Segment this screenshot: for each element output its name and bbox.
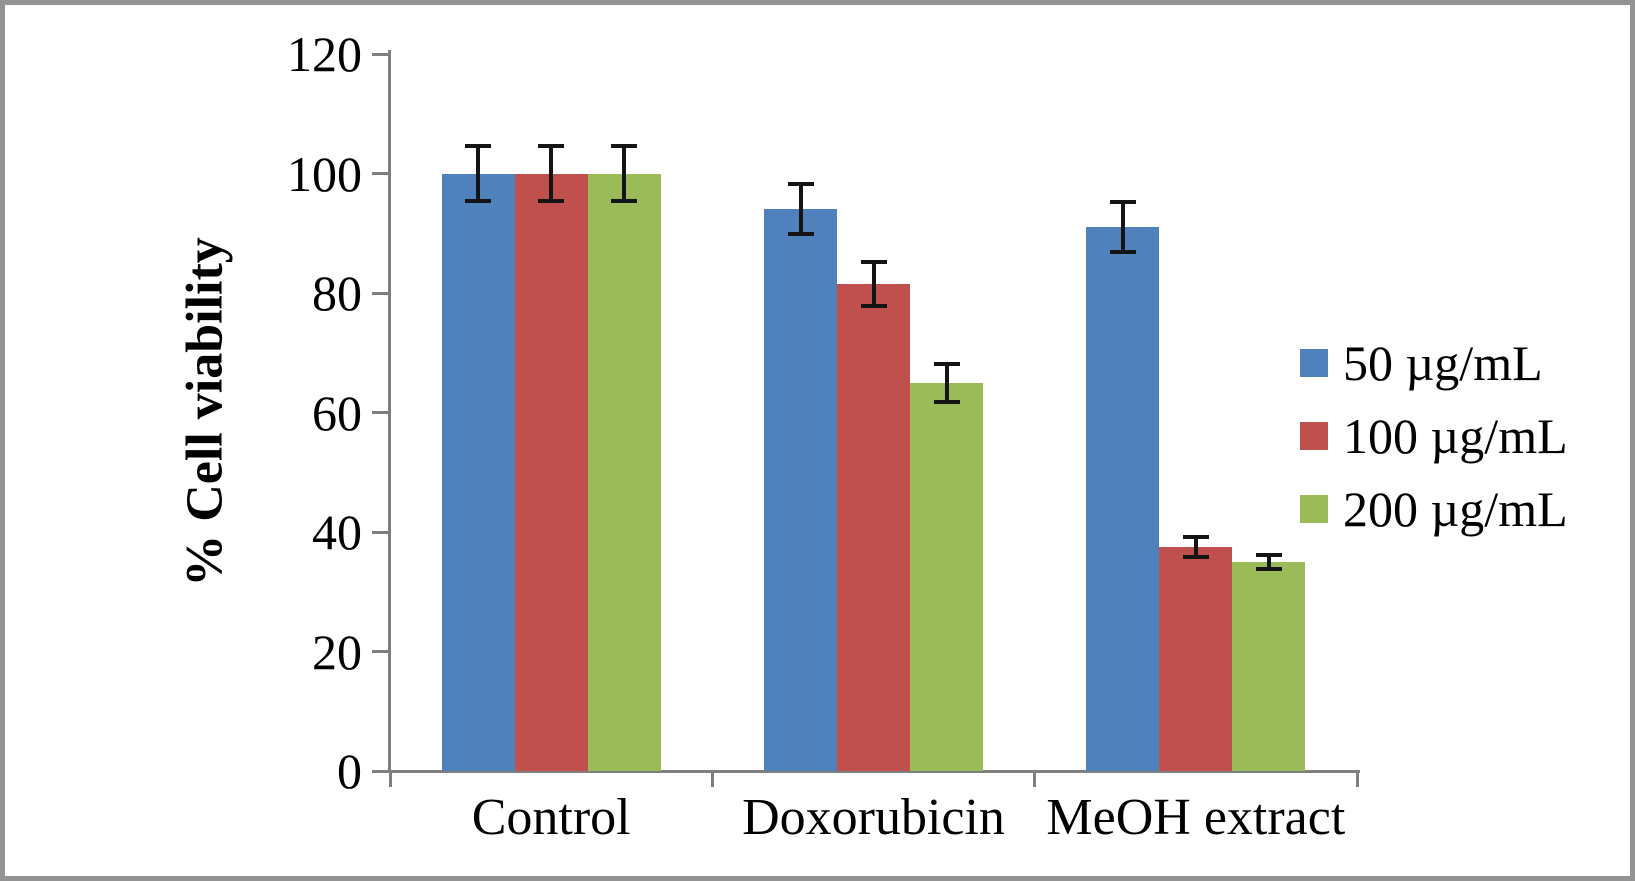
y-tick-label: 60 (312, 384, 362, 441)
y-tick-mark (372, 650, 389, 653)
y-tick-label: 40 (312, 504, 362, 560)
y-axis-line (388, 50, 391, 772)
bar (764, 209, 837, 771)
error-bar-cap-bottom (538, 199, 565, 204)
legend-label: 100 µg/mL (1343, 408, 1568, 464)
y-tick-label: 100 (287, 145, 362, 202)
error-bar-cap-top (1255, 552, 1282, 557)
y-tick-label: 20 (312, 623, 362, 680)
error-bar (1109, 200, 1136, 255)
error-bar (465, 143, 492, 204)
error-bar-stem (871, 260, 876, 308)
error-bar-stem (476, 143, 481, 204)
error-bar (611, 143, 638, 204)
error-bar-cap-top (1109, 200, 1136, 205)
legend-swatch (1300, 422, 1328, 450)
legend-item: 100 µg/mL (1300, 411, 1568, 461)
x-axis-line (372, 770, 1360, 773)
y-tick-label: 80 (312, 265, 362, 321)
bar (514, 173, 588, 771)
y-tick-mark (372, 411, 389, 414)
error-bar (1255, 552, 1282, 571)
y-tick-mark (372, 769, 389, 773)
error-bar (538, 143, 565, 204)
error-bar-cap-bottom (1109, 250, 1136, 255)
x-tick-mark (1355, 772, 1359, 787)
error-bar-cap-bottom (787, 232, 814, 237)
x-category-label: Doxorubicin (742, 789, 1005, 846)
bar (910, 382, 983, 771)
error-bar-cap-bottom (1255, 566, 1282, 571)
legend-item: 50 µg/mL (1300, 338, 1568, 388)
error-bar-cap-bottom (465, 199, 492, 204)
error-bar (787, 182, 814, 237)
bar (837, 284, 910, 771)
error-bar-cap-top (787, 182, 814, 187)
x-tick-mark (1033, 772, 1037, 787)
error-bar-cap-bottom (860, 303, 887, 308)
legend-swatch (1300, 495, 1328, 523)
y-tick-mark (372, 52, 389, 56)
error-bar-stem (1193, 534, 1198, 559)
error-bar-cap-top (933, 361, 960, 366)
error-bar-cap-top (538, 143, 565, 148)
error-bar-stem (944, 361, 949, 404)
x-category-label: Control (471, 789, 631, 846)
error-bar-stem (1266, 552, 1271, 571)
error-bar (1182, 534, 1209, 559)
error-bar-stem (798, 182, 803, 237)
error-bar-cap-bottom (1182, 554, 1209, 559)
error-bar (933, 361, 960, 404)
error-bar-cap-top (611, 143, 638, 148)
error-bar-cap-bottom (933, 399, 960, 404)
y-tick-label: 0 (337, 743, 362, 799)
bar (587, 173, 661, 771)
legend-label: 50 µg/mL (1343, 335, 1543, 391)
error-bar-cap-top (860, 260, 887, 265)
x-category-label: MeOH extract (1046, 789, 1346, 846)
error-bar-stem (1120, 200, 1125, 255)
legend-label: 200 µg/mL (1343, 481, 1568, 537)
bar (1232, 561, 1306, 771)
error-bar-cap-bottom (611, 199, 638, 204)
y-tick-mark (372, 172, 389, 175)
error-bar-stem (622, 143, 627, 204)
y-tick-label: 120 (287, 26, 362, 82)
bar (441, 173, 515, 771)
x-tick-mark (388, 772, 392, 787)
error-bar-stem (549, 143, 554, 204)
legend-item: 200 µg/mL (1300, 484, 1568, 534)
bar (1086, 227, 1160, 771)
legend-swatch (1300, 349, 1328, 377)
error-bar-cap-top (1182, 534, 1209, 539)
bar (1159, 546, 1233, 771)
y-axis-title: % Cell viability (176, 237, 234, 587)
legend: 50 µg/mL 100 µg/mL 200 µg/mL (1300, 338, 1568, 534)
y-tick-mark (372, 530, 389, 534)
error-bar-cap-top (465, 143, 492, 148)
error-bar (860, 260, 887, 308)
x-tick-mark (710, 772, 714, 787)
y-tick-mark (372, 291, 389, 295)
